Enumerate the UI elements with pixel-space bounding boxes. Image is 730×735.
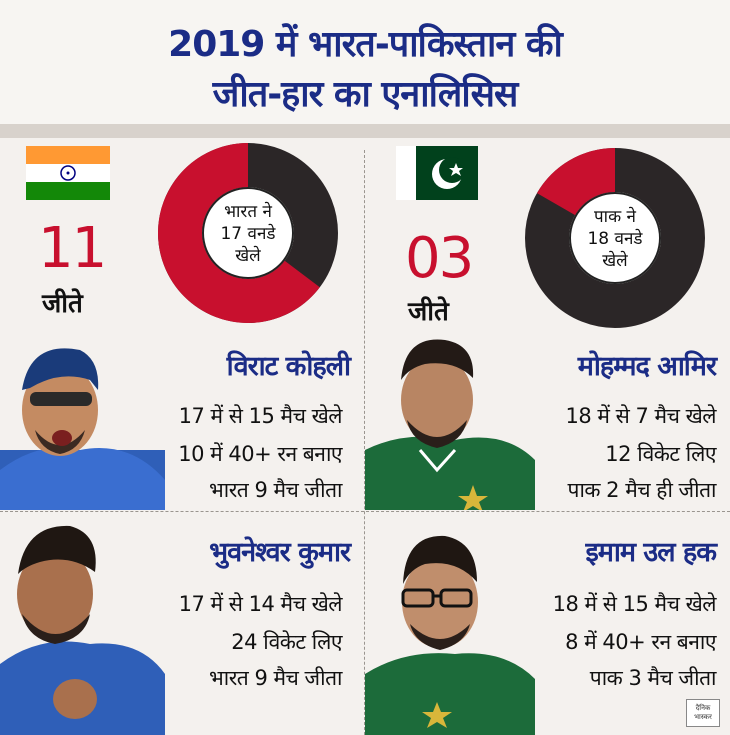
pakistan-matches-donut	[525, 148, 705, 328]
pakistan-donut-hole	[569, 192, 661, 284]
header: 2019 में भारत-पाकिस्तान की जीत-हार का एन…	[0, 0, 730, 132]
virat-stat: भारत 9 मैच जीता	[209, 478, 342, 502]
divider-band	[0, 124, 730, 138]
bhuvneshwar-stat: 17 में से 14 मैच खेले	[178, 592, 343, 616]
india-donut-line: 17 वनडे	[220, 224, 276, 244]
logo-line: भास्कर	[694, 713, 712, 721]
player-name-virat: विराट कोहली	[226, 351, 351, 382]
player-name-imam: इमाम उल हक	[585, 537, 717, 568]
virat-stat: 17 में से 15 मैच खेले	[178, 404, 343, 428]
imam-stat: पाक 3 मैच जीता	[589, 666, 717, 690]
virat-kohli-photo	[0, 348, 165, 510]
amir-stat: 12 विकेट लिए	[605, 442, 716, 466]
pakistan-donut-line: पाक ने	[594, 207, 636, 227]
title-line-1: 2019 में भारत-पाकिस्तान की	[168, 24, 563, 65]
india-donut-label: भारत ने 17 वनडे खेले	[208, 201, 288, 267]
player-name-bhuvneshwar: भुवनेश्वर कुमार	[209, 537, 351, 568]
india-won-label: जीते	[42, 289, 83, 319]
bhuvneshwar-kumar-photo	[0, 525, 165, 735]
amir-stat: पाक 2 मैच ही जीता	[567, 478, 717, 502]
pakistan-donut-line: खेले	[602, 251, 628, 271]
imam-stat: 8 में 40+ रन बनाए	[565, 630, 716, 654]
india-wins-count: 11	[38, 216, 107, 281]
imam-stat: 18 में से 15 मैच खेले	[552, 592, 717, 616]
pakistan-flag-icon	[396, 146, 478, 200]
pakistan-donut-label: पाक ने 18 वनडे खेले	[575, 206, 655, 272]
vertical-divider	[364, 150, 365, 735]
amir-stat: 18 में से 7 मैच खेले	[565, 404, 716, 428]
india-matches-donut	[158, 143, 338, 323]
india-flag-icon	[26, 146, 110, 200]
mohammad-amir-photo	[365, 339, 535, 510]
bhuvneshwar-stat: भारत 9 मैच जीता	[209, 666, 342, 690]
horizontal-divider	[0, 511, 730, 512]
pakistan-wins-count: 03	[405, 226, 474, 291]
dainik-bhaskar-logo: दैनिक भास्कर	[686, 699, 720, 727]
virat-stat: 10 में 40+ रन बनाए	[178, 442, 342, 466]
pakistan-donut-line: 18 वनडे	[587, 229, 643, 249]
logo-line: दैनिक	[695, 704, 711, 712]
india-donut-line: खेले	[235, 246, 261, 266]
india-win-segment	[158, 143, 320, 323]
player-name-amir: मोहम्मद आमिर	[577, 351, 717, 382]
india-donut-line: भारत ने	[224, 202, 272, 222]
bhuvneshwar-stat: 24 विकेट लिए	[231, 630, 342, 654]
imam-ul-haq-photo	[365, 535, 535, 735]
pakistan-won-label: जीते	[408, 297, 449, 327]
india-donut-hole	[202, 187, 294, 279]
pakistan-win-segment	[536, 148, 616, 216]
title-line-2: जीत-हार का एनालिसिस	[212, 74, 519, 115]
